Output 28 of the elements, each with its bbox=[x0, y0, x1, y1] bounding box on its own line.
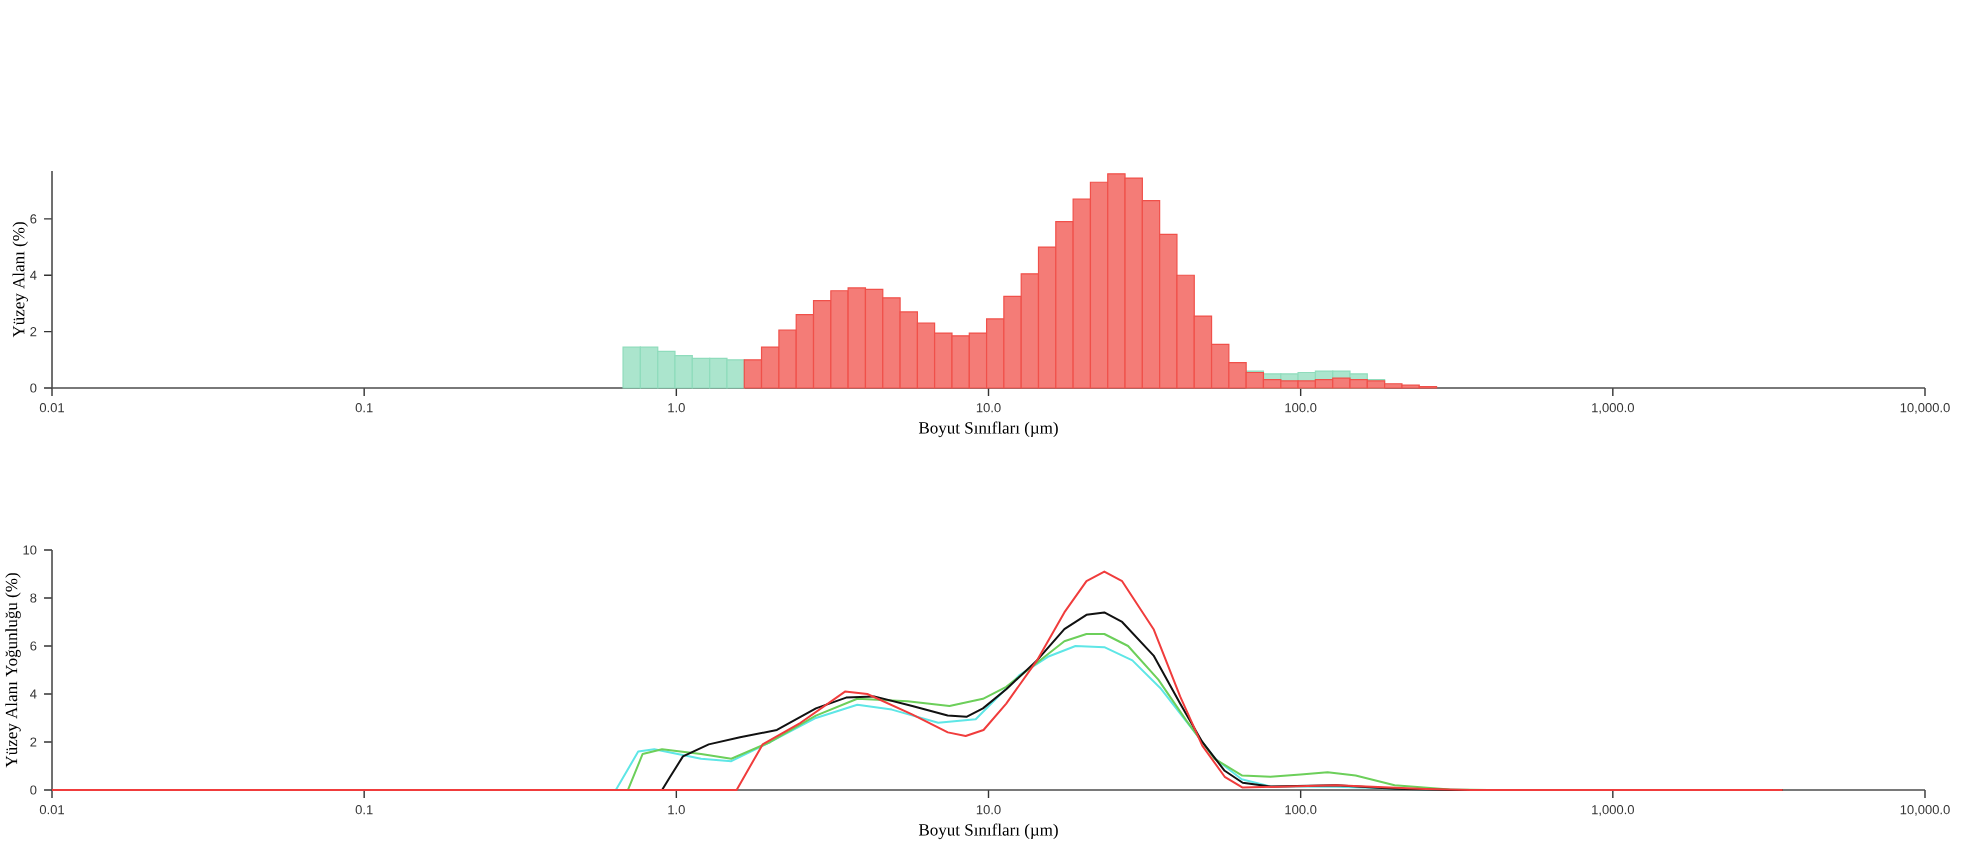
y-tick-label: 6 bbox=[30, 214, 37, 224]
x-tick-label: 10.0 bbox=[976, 403, 1001, 413]
x-axis-title: Boyut Sınıfları (µm) bbox=[918, 823, 1058, 840]
x-tick-label: 1.0 bbox=[668, 805, 685, 815]
y-tick-label: 2 bbox=[30, 737, 37, 747]
x-tick-label: 10,000.0 bbox=[1900, 403, 1950, 414]
y-axis-title: Yüzey Alanı Yoğunluğu (%) bbox=[5, 573, 21, 768]
x-tick-label: 0.1 bbox=[355, 805, 373, 815]
x-tick-label: 0.01 bbox=[39, 805, 65, 815]
y-axis-title: Yüzey Alanı (%) bbox=[12, 222, 28, 338]
x-tick-label: 0.01 bbox=[39, 403, 65, 413]
y-tick-label: 10 bbox=[23, 545, 37, 555]
x-tick-label: 100.0 bbox=[1285, 403, 1317, 413]
x-tick-label: 1,000.0 bbox=[1592, 403, 1634, 414]
y-tick-label: 6 bbox=[30, 641, 37, 651]
x-axis-title: Boyut Sınıfları (µm) bbox=[918, 421, 1058, 438]
y-tick-label: 8 bbox=[30, 593, 37, 603]
y-tick-label: 4 bbox=[30, 689, 37, 699]
y-tick-label: 4 bbox=[30, 270, 37, 280]
y-tick-label: 0 bbox=[30, 785, 37, 795]
x-tick-label: 1.0 bbox=[668, 403, 685, 413]
y-tick-label: 0 bbox=[30, 383, 37, 393]
y-tick-label: 2 bbox=[30, 327, 37, 337]
x-tick-label: 10.0 bbox=[976, 805, 1001, 815]
x-tick-label: 10,000.0 bbox=[1900, 805, 1950, 816]
x-tick-label: 1,000.0 bbox=[1592, 805, 1634, 816]
x-tick-label: 0.1 bbox=[355, 403, 373, 413]
x-tick-label: 100.0 bbox=[1285, 805, 1317, 815]
